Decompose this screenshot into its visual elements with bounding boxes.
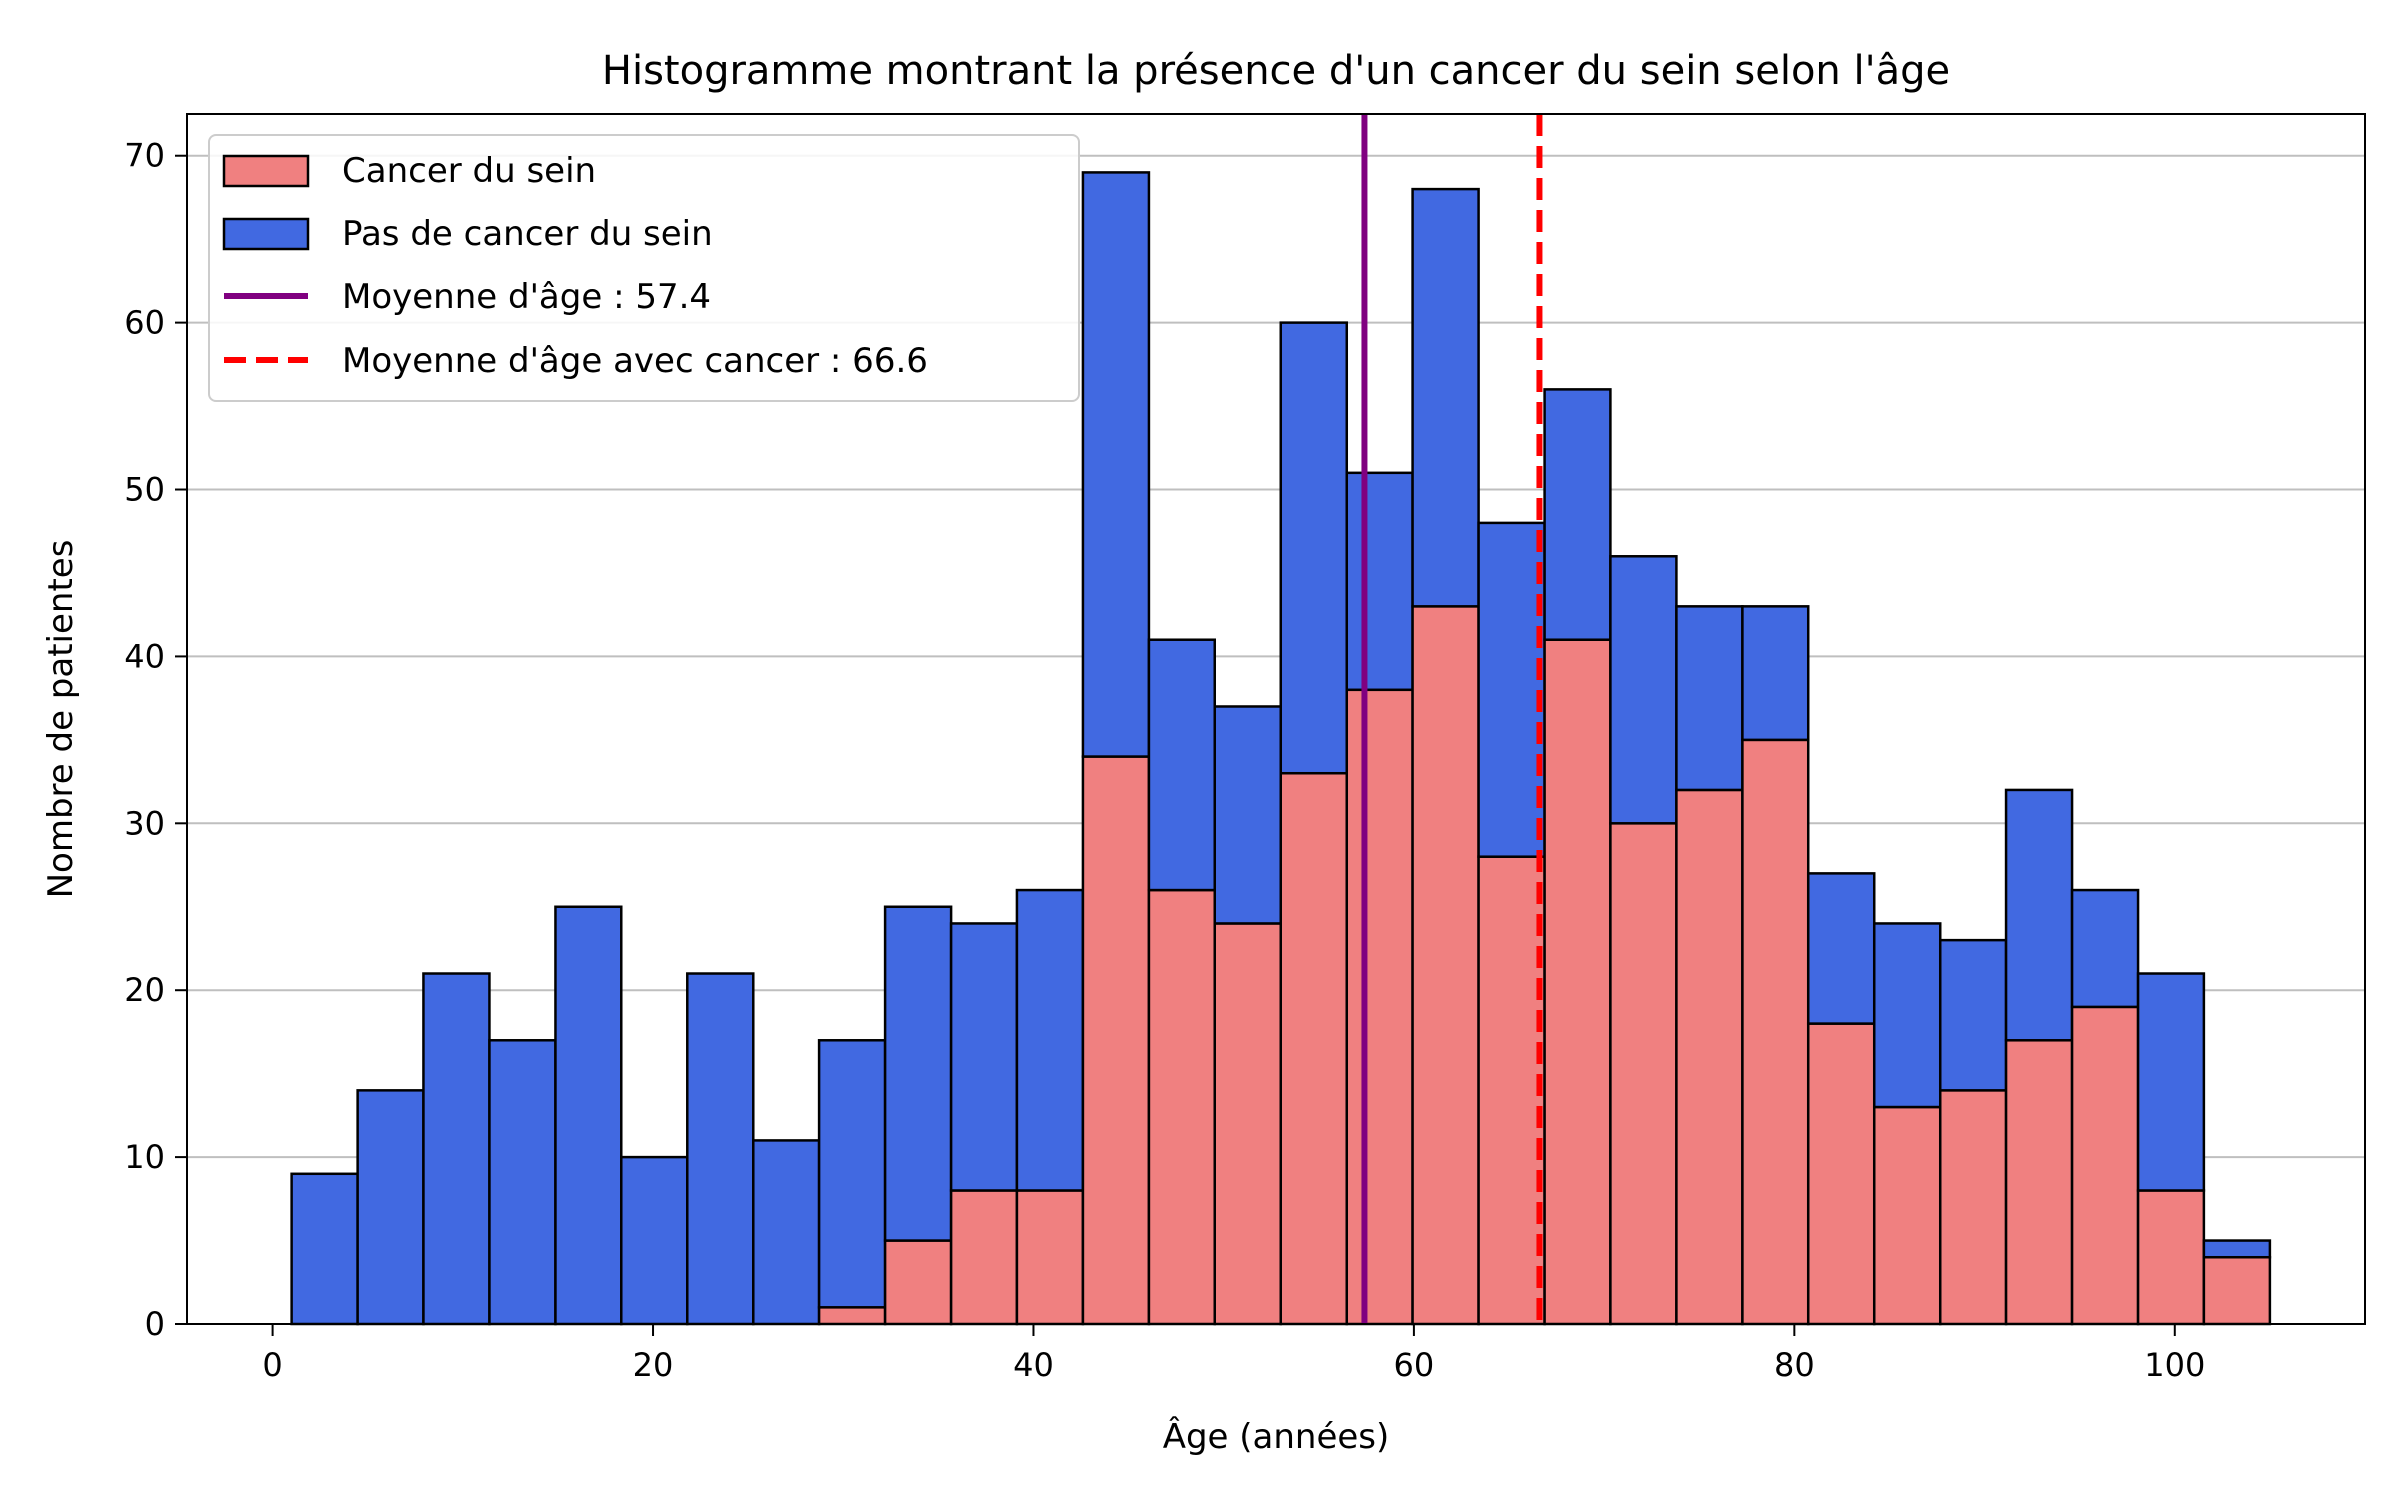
- bar-cancer: [1609, 822, 1678, 1326]
- bar-cancer: [1741, 738, 1810, 1326]
- mean-lines: [1361, 114, 1543, 1324]
- bar-no-cancer: [290, 1172, 359, 1326]
- bar-cancer: [2136, 1189, 2206, 1326]
- bar-no-cancer: [1213, 705, 1283, 925]
- y-axis-label: Nombre de patientes: [41, 540, 81, 899]
- bar-no-cancer: [949, 922, 1019, 1192]
- y-tick-label: 70: [124, 137, 165, 175]
- y-tick-label: 30: [124, 804, 165, 842]
- bar-cancer: [1675, 788, 1744, 1326]
- bar-cancer: [2004, 1039, 2074, 1326]
- bar-no-cancer: [488, 1039, 557, 1326]
- legend-label: Pas de cancer du sein: [342, 214, 713, 254]
- bar-cancer: [817, 1306, 887, 1326]
- bar-no-cancer: [2136, 972, 2206, 1192]
- y-tick-label: 50: [124, 471, 165, 509]
- bar-no-cancer: [1609, 555, 1678, 825]
- bar-cancer: [2202, 1255, 2272, 1326]
- bar-no-cancer: [1081, 171, 1151, 758]
- legend-label: Moyenne d'âge avec cancer : 66.6: [342, 341, 928, 381]
- bar-cancer: [1345, 688, 1414, 1326]
- bar-no-cancer: [1147, 638, 1216, 892]
- bar-no-cancer: [1741, 605, 1810, 742]
- legend-label: Moyenne d'âge : 57.4: [342, 277, 711, 317]
- bar-no-cancer: [1015, 888, 1085, 1192]
- x-tick-label: 20: [633, 1346, 674, 1384]
- bar-cancer: [1213, 922, 1283, 1326]
- bar-cancer: [1279, 771, 1349, 1326]
- y-tick-label: 10: [124, 1138, 165, 1176]
- bar-cancer: [1081, 755, 1151, 1326]
- bar-cancer: [883, 1239, 953, 1326]
- bar-no-cancer: [752, 1139, 821, 1326]
- bar-no-cancer: [422, 972, 491, 1326]
- bar-no-cancer: [817, 1039, 887, 1309]
- bar-cancer: [1015, 1189, 1085, 1326]
- bar-cancer: [1477, 855, 1546, 1326]
- bar-cancer: [1147, 888, 1216, 1326]
- bar-no-cancer: [1806, 872, 1876, 1025]
- bar-no-cancer: [554, 905, 623, 1326]
- bar-no-cancer: [1345, 471, 1414, 692]
- bar-no-cancer: [1938, 938, 2008, 1092]
- x-tick-label: 80: [1774, 1346, 1815, 1384]
- x-tick-label: 60: [1394, 1346, 1435, 1384]
- bar-no-cancer: [1872, 922, 1942, 1109]
- bar-no-cancer: [1675, 605, 1744, 792]
- x-tick-label: 40: [1013, 1346, 1054, 1384]
- y-tick-label: 20: [124, 971, 165, 1009]
- bar-cancer: [1411, 605, 1480, 1326]
- histogram-bars: [290, 171, 2272, 1326]
- chart-title: Histogramme montrant la présence d'un ca…: [602, 48, 1950, 94]
- bar-no-cancer: [2070, 888, 2140, 1009]
- bar-no-cancer: [2202, 1239, 2272, 1259]
- legend-box: [208, 134, 1080, 402]
- x-tick-label: 100: [2144, 1346, 2205, 1384]
- plot-frame: [186, 113, 2366, 1325]
- bar-no-cancer: [1411, 187, 1480, 608]
- bar-cancer: [949, 1189, 1019, 1326]
- legend-label: Cancer du sein: [342, 151, 596, 191]
- bar-no-cancer: [2004, 788, 2074, 1042]
- bar-no-cancer: [356, 1089, 425, 1326]
- y-tick-label: 60: [124, 304, 165, 342]
- legend-swatch: [222, 217, 310, 251]
- bar-no-cancer: [883, 905, 953, 1242]
- x-axis-ticks: 0 20 40 60 80 100: [262, 1324, 2205, 1384]
- bar-no-cancer: [1543, 388, 1612, 641]
- bar-no-cancer: [1279, 321, 1349, 775]
- x-axis-label: Âge (années): [1163, 1416, 1390, 1457]
- y-tick-label: 40: [124, 637, 165, 675]
- bar-cancer: [1872, 1105, 1942, 1326]
- bar-no-cancer: [1477, 521, 1546, 858]
- bar-no-cancer: [620, 1155, 689, 1326]
- bar-cancer: [2070, 1005, 2140, 1326]
- x-tick-label: 0: [262, 1346, 282, 1384]
- y-tick-label: 0: [145, 1305, 165, 1343]
- legend-swatch: [222, 154, 310, 188]
- bar-no-cancer: [686, 972, 755, 1326]
- y-axis-ticks: 0 10 20 30 40 50 60 70: [124, 137, 187, 1343]
- legend: Cancer du sein Pas de cancer du sein Moyen…: [208, 134, 1080, 402]
- bar-cancer: [1543, 638, 1612, 1326]
- bar-cancer: [1938, 1089, 2008, 1326]
- bar-cancer: [1806, 1022, 1876, 1326]
